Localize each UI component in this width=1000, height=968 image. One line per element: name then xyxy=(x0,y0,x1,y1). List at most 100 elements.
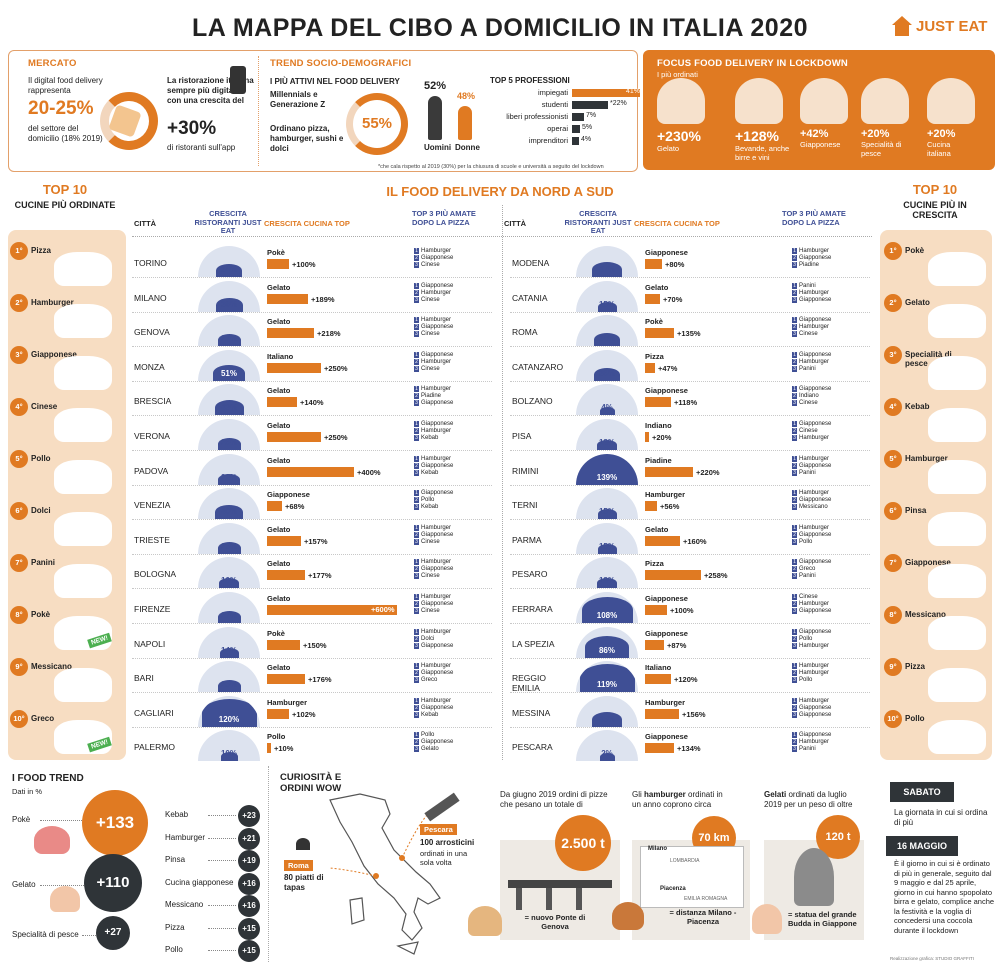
top3-name: Giapponese xyxy=(421,642,454,649)
growth-gauge-fill xyxy=(213,364,245,381)
mercato-text4: di ristoranti sull'app xyxy=(167,143,236,152)
top3-name: Giapponese xyxy=(421,351,454,358)
top3-item: 2 Giapponese xyxy=(414,670,474,677)
food-label: Pollo xyxy=(31,454,51,463)
profession-label: liberi professionisti xyxy=(506,112,568,121)
lockdown-pct: +20% xyxy=(861,128,890,140)
map-piacenza: Piacenza xyxy=(660,886,686,892)
city-name: FIRENZE xyxy=(134,604,171,614)
top3-item: 3 Panini xyxy=(792,573,852,580)
cuisine-growth-label: +120% xyxy=(674,675,698,685)
top3-rank: 2 xyxy=(792,393,797,400)
top3-list: 1 Hamburger 2 Giapponese 3 Cinese xyxy=(414,248,474,269)
cuisine-growth-label: +100% xyxy=(292,260,316,269)
top3-rank: 3 xyxy=(792,573,797,580)
growth-value: 86% xyxy=(598,645,615,655)
bridge-illustration xyxy=(508,880,612,888)
top3-rank: 1 xyxy=(414,697,419,704)
top3-rank: 2 xyxy=(414,566,419,573)
cuisine-growth-label: +177% xyxy=(308,571,332,581)
lockdown-label: Specialità di pesce xyxy=(861,140,902,158)
top3-name: Hamburger xyxy=(421,317,452,324)
pizza-value: 2.500 t xyxy=(555,815,611,871)
top-cuisine: Gelato xyxy=(267,559,291,569)
top3-name: Panini xyxy=(799,469,816,476)
top3-name: Cinese xyxy=(421,365,440,372)
cuisine-growth-label: +189% xyxy=(311,294,335,304)
top3-list: 1 Giapponese 2 Hamburger 3 Panini xyxy=(792,351,852,373)
cuisine-growth-bar xyxy=(267,501,282,512)
growth-gauge: 39% xyxy=(198,280,260,312)
growth-value: 26% xyxy=(220,438,237,447)
top3-item: 3 Cinese xyxy=(414,331,474,338)
trend-gen: Millennials e Generazione Z xyxy=(270,90,326,109)
growth-gauge: 34% xyxy=(576,315,638,347)
food-label: Pokè xyxy=(905,246,925,255)
top3-item: 1 Panini xyxy=(792,282,852,290)
top3-rank: 1 xyxy=(792,594,797,600)
growth-value: 108% xyxy=(596,611,618,620)
top-cuisine: Gelato xyxy=(267,524,291,534)
top3-name: Hamburger xyxy=(799,490,830,497)
burger-intro-b: ordinati in un anno coprono circa xyxy=(632,790,723,809)
right-top-item-9: 9° Pizza xyxy=(884,654,994,704)
right-top-food-illustration xyxy=(928,668,986,702)
top3-list: 1 Giapponese 2 Cinese 3 Hamburger xyxy=(792,421,852,442)
growth-gauge-fill xyxy=(215,505,243,520)
top-cuisine: Giapponese xyxy=(645,386,688,396)
row-separator xyxy=(132,692,492,694)
growth-value: 22% xyxy=(220,472,237,482)
top3-name: Giapponese xyxy=(421,566,454,573)
top3-rank: 2 xyxy=(414,324,419,331)
top3-name: Pollo xyxy=(421,732,435,739)
top3-name: Messicano xyxy=(799,504,828,511)
growth-value: 18% xyxy=(598,576,615,586)
lockdown-panel: FOCUS FOOD DELIVERY IN LOCKDOWN I più or… xyxy=(643,50,995,170)
right-top-item-6: 6° Pinsa xyxy=(884,498,994,548)
city-name: MONZA xyxy=(134,361,165,372)
top3-name: Cinese xyxy=(799,428,818,434)
top3-rank: 2 xyxy=(414,531,419,538)
food-label: Pinsa xyxy=(905,506,927,515)
top3-name: Piadine xyxy=(421,393,442,400)
growth-gauge: 36% xyxy=(576,349,638,381)
top3-name: Giapponese xyxy=(421,255,454,261)
top3-rank: 3 xyxy=(414,573,419,580)
cuisine-growth-label: +47% xyxy=(658,363,678,373)
growth-value: 34% xyxy=(220,265,237,274)
top3-item: 2 Piadine xyxy=(414,393,474,400)
top3-rank: 2 xyxy=(792,601,797,607)
lockdown-pct: +42% xyxy=(800,128,829,140)
cuisine-growth-label: +80% xyxy=(665,260,685,269)
trend-leader xyxy=(208,950,236,951)
top3-name: Hamburger xyxy=(421,524,452,531)
growth-value: 27% xyxy=(220,334,237,344)
top3-name: Cinese xyxy=(421,538,440,545)
top3-name: Hamburger xyxy=(799,248,830,254)
burger-intro-a: Gli xyxy=(632,790,644,799)
profession-value: *22% xyxy=(610,100,627,107)
row-separator xyxy=(132,450,492,451)
profession-bar xyxy=(572,101,608,109)
maggio-text: È il giorno in cui si è ordinato di più … xyxy=(894,859,995,935)
curiosita-divider xyxy=(268,766,269,962)
top3-rank: 3 xyxy=(792,608,797,614)
growth-gauge: 120% xyxy=(198,695,260,727)
top3-rank: 3 xyxy=(414,677,419,684)
cuisine-growth-bar xyxy=(267,605,397,615)
cuisine-growth-label: +250% xyxy=(324,433,348,442)
top3-item: 1 Pollo xyxy=(414,732,474,739)
cuisine-growth-bar xyxy=(267,674,305,685)
top3-list: 1 Hamburger 2 Hamburger 3 Pollo xyxy=(792,663,852,684)
top3-item: 2 Giapponese xyxy=(414,462,474,470)
growth-gauge-fill xyxy=(217,680,241,693)
rank-badge: 6° xyxy=(884,502,902,520)
growth-value: 15% xyxy=(598,299,615,309)
lockdown-sub: I più ordinati xyxy=(657,70,698,79)
row-separator xyxy=(510,277,870,278)
top3-name: Cinese xyxy=(799,331,818,338)
top-cuisine: Hamburger xyxy=(645,697,686,707)
growth-value: 43% xyxy=(220,403,237,413)
top-cuisine: Pokè xyxy=(267,248,285,257)
top3-item: 1 Giapponese xyxy=(414,490,474,497)
